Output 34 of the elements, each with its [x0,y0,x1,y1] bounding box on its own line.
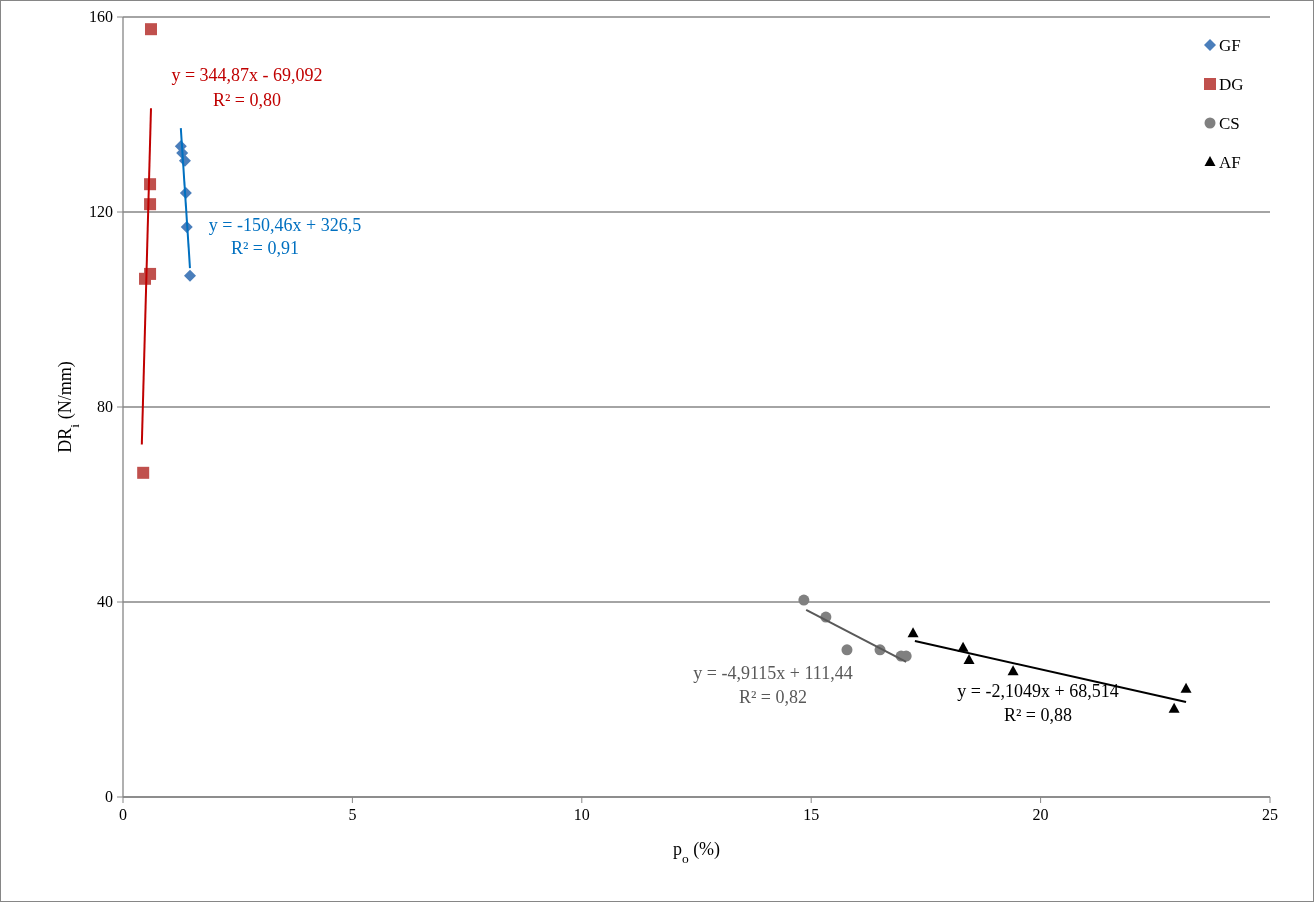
annotation: y = -4,9115x + 111,44 [693,663,853,683]
annotation: R² = 0,82 [738,687,808,707]
point [183,269,196,282]
y-tick-label: 120 [89,203,113,220]
x-axis-title: p$_{o}$ (%) [672,839,721,866]
point [963,654,975,665]
point [137,466,150,479]
y-tick-label: 80 [97,398,113,415]
annotation: y = -2,1049x + 68,514 [957,681,1119,701]
x-tick-label: 5 [348,806,357,823]
point [1007,665,1019,676]
x-tick-label: 15 [803,806,820,823]
x-tick-label: 20 [1032,806,1049,823]
point [144,23,157,36]
point [798,594,810,606]
annotation: y = -150,46x + 326,5 [208,215,362,235]
legend-label: GF [1219,36,1241,55]
y-tick-label: 160 [89,8,113,25]
legend-label: CS [1219,114,1240,133]
y-tick-label: 40 [97,593,113,610]
legend-label: AF [1219,153,1241,172]
annotation: R² = 0,91 [230,238,300,258]
x-tick-label: 10 [573,806,590,823]
y-tick-label: 0 [105,788,113,805]
point [1180,682,1192,693]
x-tick-label: 0 [119,806,127,823]
annotation: R² = 0,80 [212,90,282,110]
point [907,627,919,638]
point [1168,702,1180,713]
annotation: R² = 0,88 [1003,705,1073,725]
legend-label: DG [1219,75,1244,94]
point [841,644,853,656]
x-tick-label: 25 [1262,806,1278,823]
annotation: y = 344,87x - 69,092 [171,65,323,85]
